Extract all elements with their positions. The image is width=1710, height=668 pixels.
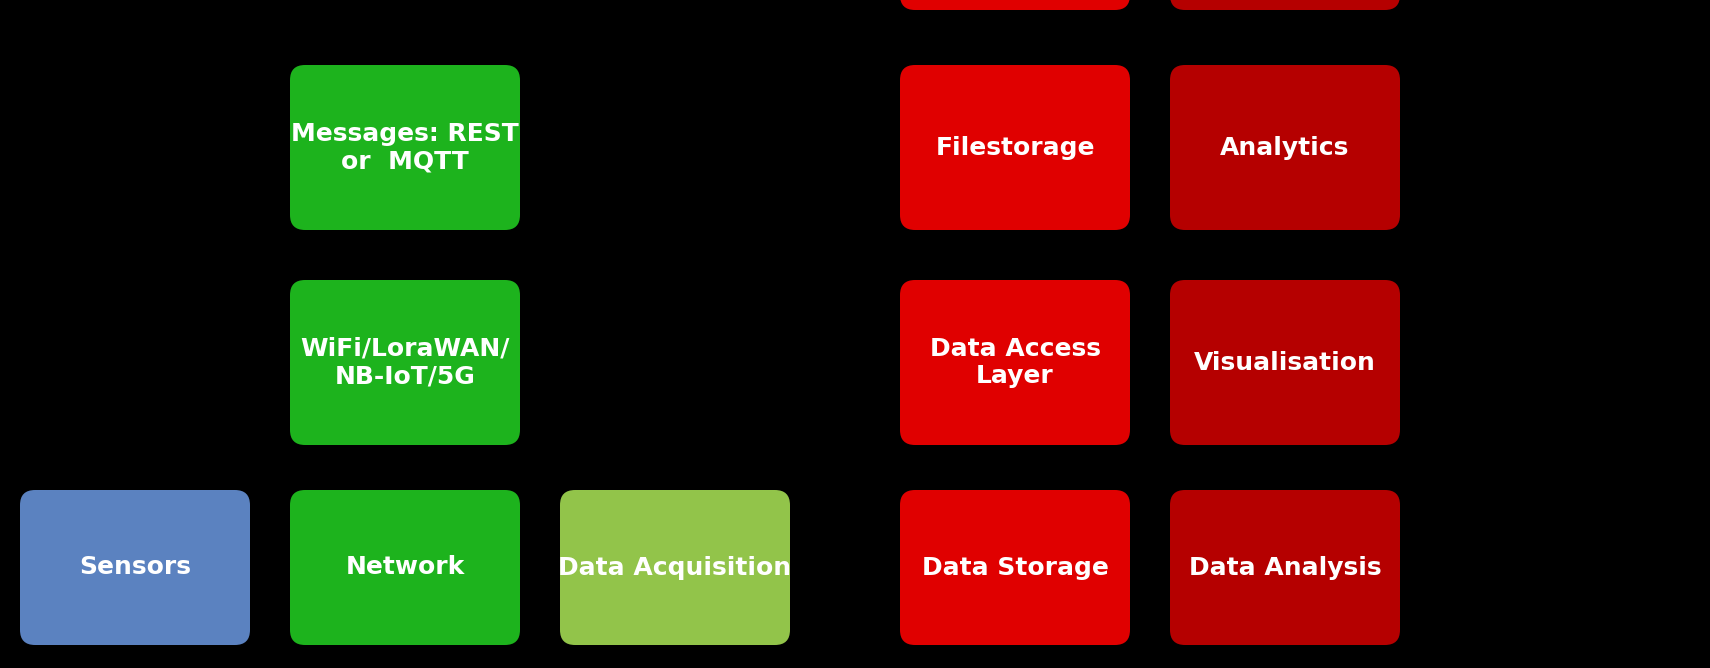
Text: Analytics: Analytics <box>1221 136 1349 160</box>
FancyBboxPatch shape <box>1170 280 1400 445</box>
Text: Messages: REST
or  MQTT: Messages: REST or MQTT <box>291 122 518 174</box>
FancyBboxPatch shape <box>1170 65 1400 230</box>
FancyBboxPatch shape <box>291 490 520 645</box>
Text: Data Access
Layer: Data Access Layer <box>930 337 1101 388</box>
Text: Filestorage: Filestorage <box>935 136 1094 160</box>
FancyBboxPatch shape <box>1170 0 1400 10</box>
FancyBboxPatch shape <box>291 280 520 445</box>
Text: Data Acquisition: Data Acquisition <box>559 556 792 580</box>
Text: Visualisation: Visualisation <box>1194 351 1377 375</box>
FancyBboxPatch shape <box>899 0 1130 10</box>
FancyBboxPatch shape <box>21 490 250 645</box>
Text: Network: Network <box>345 556 465 580</box>
Text: WiFi/LoraWAN/
NB-IoT/5G: WiFi/LoraWAN/ NB-IoT/5G <box>301 337 510 388</box>
FancyBboxPatch shape <box>899 65 1130 230</box>
FancyBboxPatch shape <box>899 490 1130 645</box>
Text: Data Analysis: Data Analysis <box>1188 556 1382 580</box>
FancyBboxPatch shape <box>1170 490 1400 645</box>
Text: Sensors: Sensors <box>79 556 192 580</box>
Text: Data Storage: Data Storage <box>922 556 1108 580</box>
FancyBboxPatch shape <box>899 280 1130 445</box>
FancyBboxPatch shape <box>559 490 790 645</box>
FancyBboxPatch shape <box>291 65 520 230</box>
